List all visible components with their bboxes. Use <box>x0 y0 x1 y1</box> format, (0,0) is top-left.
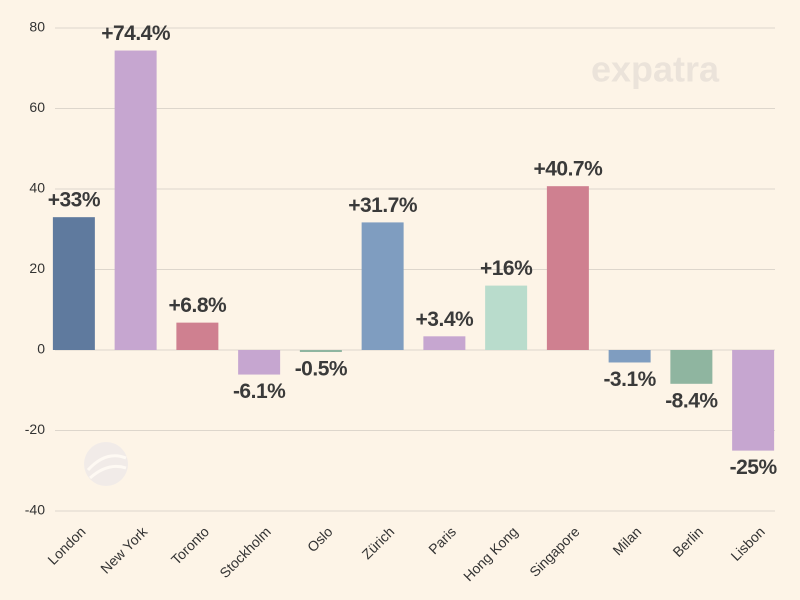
value-label: +16% <box>480 257 533 280</box>
value-label: +33% <box>48 189 101 212</box>
bar <box>176 322 219 350</box>
value-label: +6.8% <box>169 294 227 317</box>
y-tick-label: 20 <box>29 260 45 276</box>
y-tick-label: 60 <box>29 99 45 115</box>
watermark: expatra <box>591 49 720 90</box>
value-label: -6.1% <box>233 380 286 403</box>
value-label: -8.4% <box>665 389 718 412</box>
value-label: +40.7% <box>533 158 603 181</box>
value-label: +3.4% <box>416 308 474 331</box>
value-label: +31.7% <box>348 194 418 217</box>
logo <box>84 442 128 486</box>
value-label: -0.5% <box>295 358 348 381</box>
bar <box>670 350 713 384</box>
value-label: -3.1% <box>603 368 656 391</box>
y-tick-label: 80 <box>29 19 45 35</box>
bar <box>361 222 404 350</box>
value-label: +74.4% <box>101 22 171 45</box>
bar <box>238 350 281 375</box>
value-label: -25% <box>730 456 778 479</box>
bar <box>423 336 466 350</box>
y-tick-label: 40 <box>29 180 45 196</box>
y-tick-label: 0 <box>37 341 45 357</box>
bar <box>546 186 589 350</box>
bar <box>299 350 342 353</box>
y-tick-label: -20 <box>25 421 45 437</box>
bar <box>485 285 528 350</box>
bar <box>732 350 775 451</box>
bar <box>114 50 157 350</box>
bar <box>52 217 95 350</box>
bar <box>608 350 651 363</box>
y-tick-label: -40 <box>25 502 45 518</box>
